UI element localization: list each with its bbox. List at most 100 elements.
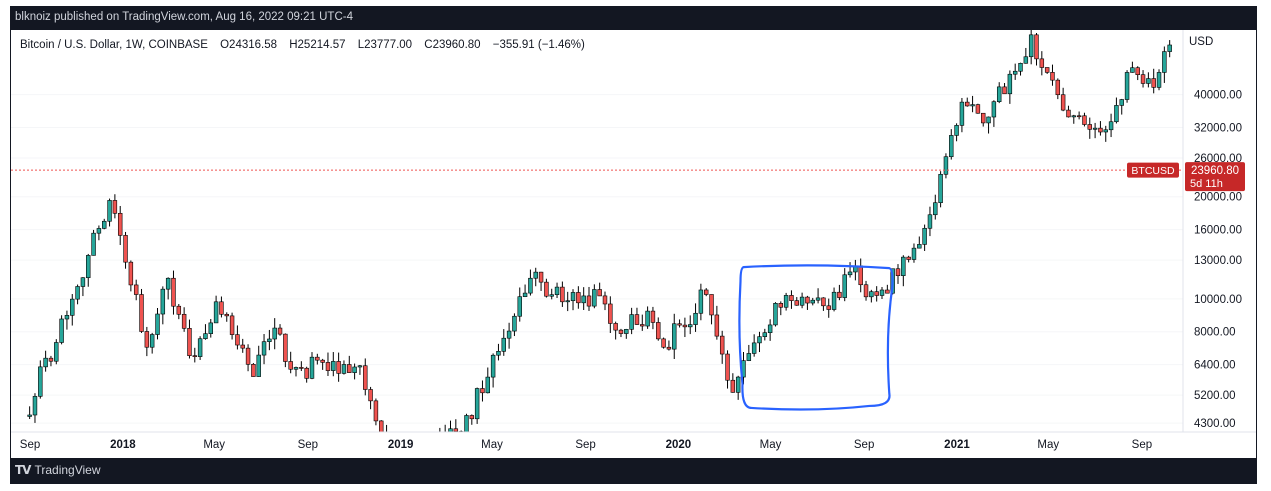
candle-body [75, 286, 80, 300]
candle-body [815, 297, 821, 301]
candle-body [331, 361, 336, 371]
candle-body [480, 388, 485, 394]
candle-body [469, 415, 475, 420]
candle-body [517, 296, 522, 317]
candle-body [917, 244, 922, 249]
candle-body [1124, 72, 1130, 100]
candle-body [975, 104, 981, 114]
candle-body [1114, 105, 1119, 123]
symbol-tag-bg [1127, 162, 1179, 178]
candle-body [171, 277, 176, 307]
grid-lines [11, 94, 1183, 424]
candle-body [1162, 51, 1167, 73]
price-tick-label: 5200.00 [1194, 390, 1236, 402]
candle-body [144, 331, 150, 348]
candle-body [954, 125, 959, 136]
candle-body [427, 439, 431, 452]
candle-body [586, 295, 592, 307]
candle-body [570, 292, 576, 302]
candle-body [996, 86, 1002, 102]
candle-body [1119, 99, 1124, 106]
candle-body [48, 357, 54, 362]
candle-body [224, 313, 229, 317]
price-tick-label: 6400.00 [1194, 360, 1236, 372]
candle-body [363, 365, 368, 390]
candle-body [464, 415, 469, 432]
candle-body [219, 301, 224, 315]
candle-body [602, 295, 608, 305]
candle-body [267, 338, 272, 342]
candle-body [1130, 67, 1135, 73]
candle-body [661, 338, 666, 348]
candle-body [554, 286, 560, 295]
candle-body [592, 289, 597, 307]
candle-body [123, 235, 128, 263]
candle-body [422, 449, 426, 452]
candle-body [730, 379, 736, 393]
candle-body [448, 428, 453, 432]
candle-body [1092, 127, 1098, 130]
candle-body [810, 299, 815, 304]
tradingview-brand: 𝗧𝗩 TradingView [15, 463, 101, 477]
candle-body [1076, 115, 1082, 118]
time-tick-label: Sep [20, 439, 40, 451]
candle-body [874, 291, 879, 296]
candle-body [96, 228, 102, 234]
candle-body [522, 292, 528, 297]
candle-body [959, 101, 965, 126]
legend-open: O24316.58 [220, 39, 277, 51]
legend-low: L23777.00 [358, 39, 412, 51]
candle-body [895, 268, 901, 276]
candle-body [986, 116, 991, 124]
candle-body [341, 364, 347, 374]
price-chart[interactable]: 40000.00 32000.00 26000.00 20000.00 16000.00… [11, 30, 1256, 458]
time-tick-label: 2019 [388, 439, 414, 451]
price-tag-countdown: 5d 11h [1190, 178, 1223, 190]
chart-area[interactable]: 40000.00 32000.00 26000.00 20000.00 16000.00… [11, 30, 1256, 458]
time-tick-label: Sep [1132, 439, 1152, 451]
candle-body [357, 365, 363, 368]
candle-body [863, 284, 869, 298]
candle-body [767, 324, 773, 333]
time-tick-label: May [1037, 439, 1059, 451]
candle-body [411, 451, 415, 458]
candle-body [187, 328, 192, 356]
candle-body [1023, 56, 1029, 64]
time-tick-label: May [481, 439, 503, 451]
currency-label: USD [1189, 36, 1213, 48]
candle-body [783, 295, 789, 308]
candle-body [325, 362, 331, 371]
candle-body [176, 305, 182, 315]
price-axis[interactable]: 40000.00 32000.00 26000.00 20000.00 16000.00… [1194, 90, 1242, 431]
candle-body [666, 346, 672, 350]
candle-body [245, 347, 251, 365]
candle-body [794, 300, 799, 306]
chart-frame: blknoiz published on TradingView.com, Au… [10, 6, 1257, 484]
candle-body [261, 341, 267, 356]
candle-body [549, 294, 554, 297]
candle-body [102, 220, 107, 229]
legend-change: −355.91 (−1.46%) [493, 39, 585, 51]
candle-body [1007, 73, 1013, 95]
candle-body [672, 323, 677, 350]
candle-body [293, 367, 299, 370]
price-tag-value: 23960.80 [1191, 165, 1239, 177]
candle-body [54, 342, 59, 362]
candle-body [347, 364, 352, 373]
candle-body [688, 324, 693, 328]
candle-body [1050, 72, 1055, 81]
price-tag: BTCUSD 23960.80 5d 11h [1127, 162, 1245, 192]
candle-body [1012, 70, 1018, 75]
candle-body [91, 232, 96, 256]
candle-body [1156, 72, 1162, 88]
candle-body [433, 439, 437, 440]
annotation-box[interactable] [738, 264, 894, 411]
candle-body [821, 297, 826, 307]
candle-body [512, 315, 517, 332]
candle-body [933, 202, 938, 216]
candle-body [544, 281, 549, 297]
candle-body [528, 277, 533, 294]
candle-body [309, 356, 315, 379]
candle-body [474, 388, 480, 420]
time-axis[interactable]: Sep 2018 May Sep 2019 May Sep 2020 May Sep 2021 May… [20, 439, 1152, 451]
